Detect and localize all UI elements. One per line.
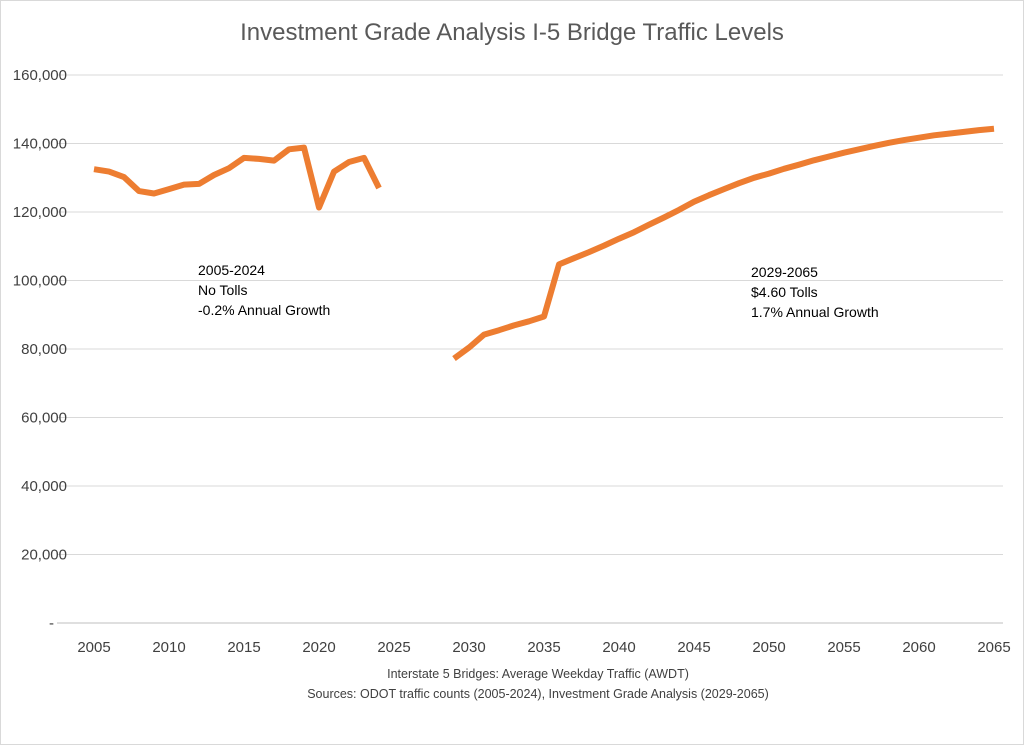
chart-sources: Sources: ODOT traffic counts (2005-2024)… — [307, 687, 769, 701]
x-tick-label: 2065 — [977, 639, 1010, 656]
x-tick-label: 2040 — [602, 639, 635, 656]
annotation-line: 2029-2065 — [751, 264, 818, 280]
annotation-line: 2005-2024 — [198, 262, 265, 278]
x-tick-label: 2025 — [377, 639, 410, 656]
y-tick-label: 140,000 — [13, 136, 67, 153]
chart-title: Investment Grade Analysis I-5 Bridge Tra… — [240, 19, 784, 46]
x-tick-label: 2005 — [77, 639, 110, 656]
annotation-no-tolls: 2005-2024 No Tolls -0.2% Annual Growth — [198, 262, 330, 318]
y-tick-label: 60,000 — [21, 410, 67, 427]
y-tick-label: - — [49, 615, 54, 632]
x-tick-label: 2055 — [827, 639, 860, 656]
x-tick-label: 2060 — [902, 639, 935, 656]
x-tick-label: 2050 — [752, 639, 785, 656]
annotation-line: -0.2% Annual Growth — [198, 302, 330, 318]
annotation-line: $4.60 Tolls — [751, 284, 818, 300]
annotation-line: No Tolls — [198, 282, 248, 298]
annotation-line: 1.7% Annual Growth — [751, 304, 879, 320]
y-tick-label: 160,000 — [13, 67, 67, 84]
y-tick-label: 20,000 — [21, 547, 67, 564]
x-tick-label: 2045 — [677, 639, 710, 656]
series-line-1 — [93, 144, 382, 211]
annotation-tolls: 2029-2065 $4.60 Tolls 1.7% Annual Growth — [751, 264, 879, 320]
y-tick-label: 120,000 — [13, 204, 67, 221]
y-tick-label: 80,000 — [21, 341, 67, 358]
series-line-2 — [452, 125, 995, 362]
series-lines — [93, 125, 995, 362]
x-axis-ticks: 2005 2010 2015 2020 2025 2030 2035 2040 2045 2050… — [77, 639, 1010, 656]
x-tick-label: 2010 — [152, 639, 185, 656]
y-tick-label: 40,000 — [21, 478, 67, 495]
x-tick-label: 2035 — [527, 639, 560, 656]
x-tick-label: 2020 — [302, 639, 335, 656]
x-tick-label: 2015 — [227, 639, 260, 656]
y-axis-ticks: - 20,000 40,000 60,000 80,000 100,000 120,000 1… — [13, 67, 67, 632]
y-tick-label: 100,000 — [13, 273, 67, 290]
gridlines — [57, 74, 1003, 624]
chart-caption: Interstate 5 Bridges: Average Weekday Tr… — [387, 667, 689, 681]
x-tick-label: 2030 — [452, 639, 485, 656]
